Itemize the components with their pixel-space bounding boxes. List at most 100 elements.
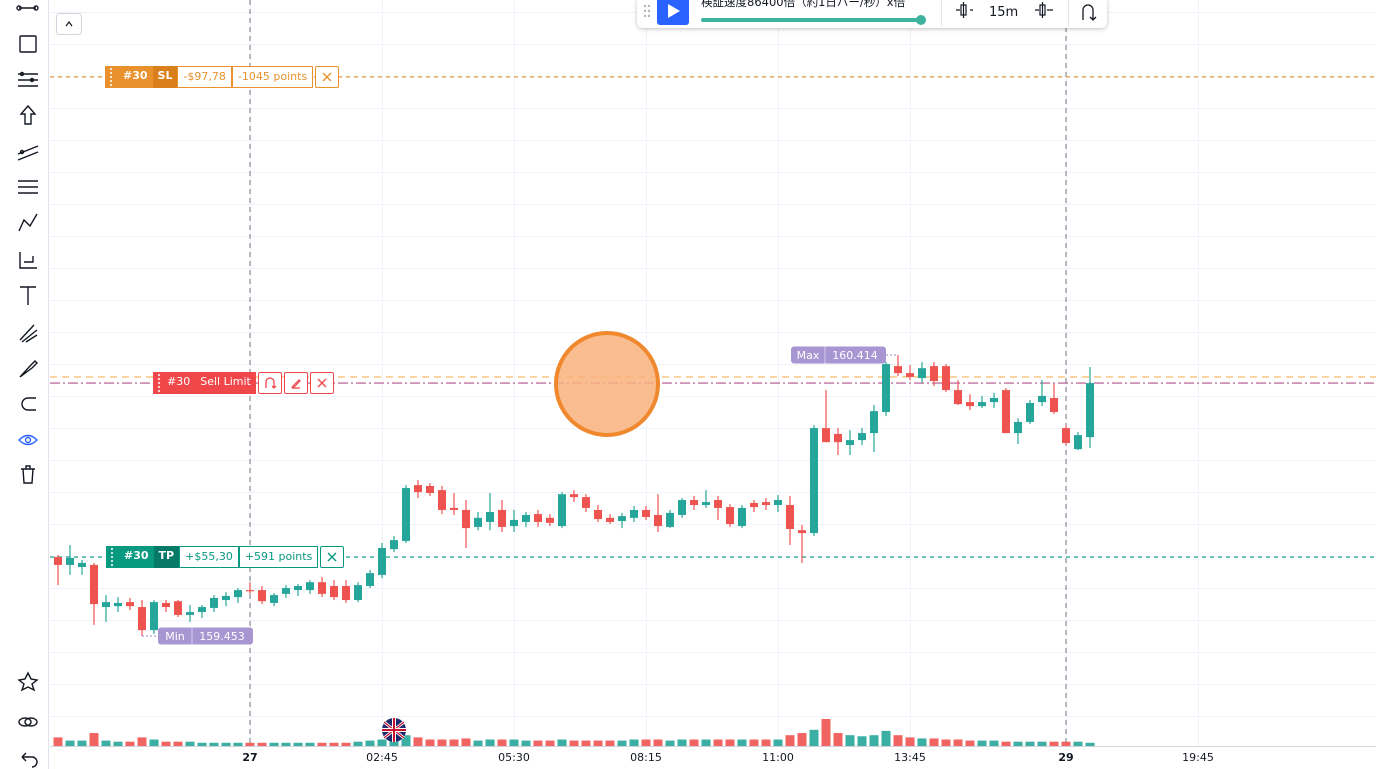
candle-body <box>174 601 182 615</box>
volume-bar <box>353 741 363 746</box>
play-button[interactable] <box>657 0 689 25</box>
volume-bar <box>893 735 903 746</box>
volume-bar <box>269 742 279 746</box>
step-forward-button[interactable] <box>1035 2 1053 18</box>
candle-body <box>678 500 686 515</box>
candle-body <box>654 514 662 527</box>
volume-bar <box>905 737 915 746</box>
replay-player: 検証速度86400倍（約1日バー/秒）x倍 15m <box>637 0 1107 28</box>
volume-bar <box>1037 741 1047 746</box>
volume-bar <box>389 739 399 746</box>
candle-body <box>198 607 206 613</box>
volume-bar <box>161 741 171 746</box>
edit-button[interactable] <box>283 372 308 395</box>
volume-bar <box>689 739 699 746</box>
candle-body <box>798 530 806 534</box>
candle-body <box>330 585 338 598</box>
volume-bar <box>569 740 579 746</box>
candle-body <box>474 517 482 527</box>
pattern-tool[interactable] <box>18 213 38 232</box>
channel-tool[interactable] <box>18 180 38 194</box>
drag-handle[interactable] <box>643 4 651 18</box>
volume-bar <box>845 735 855 746</box>
candle-body <box>426 485 434 494</box>
order-pnl: +$55,30 <box>179 546 239 569</box>
brush-tool[interactable] <box>19 360 38 378</box>
candle-body <box>402 488 410 541</box>
sl-order-label[interactable]: #30 SL -$97,78 -1045 points <box>105 65 340 88</box>
candle-body <box>870 411 878 434</box>
candle-body <box>942 366 950 391</box>
volume-bar <box>677 739 687 746</box>
volume-bar <box>929 738 939 746</box>
close-button[interactable] <box>309 372 334 395</box>
arrow-tool[interactable] <box>19 104 37 125</box>
tp-order-label[interactable]: #30 TP +$55,30 +591 points <box>106 546 345 569</box>
candle-body <box>906 373 914 377</box>
candle-body <box>990 397 998 403</box>
x-tick-label: 11:00 <box>762 751 794 764</box>
order-points: +591 points <box>238 546 319 569</box>
candle-body <box>606 517 614 522</box>
volume-bar <box>881 730 891 746</box>
entry-order-label[interactable]: #30 Sell Limit <box>153 372 334 395</box>
candle-body <box>558 494 566 527</box>
candle-body <box>666 512 674 527</box>
fib-tool[interactable] <box>18 71 38 87</box>
volume-bar <box>365 740 375 746</box>
link-tool[interactable] <box>18 717 38 727</box>
candle-body <box>954 390 962 405</box>
close-button[interactable] <box>320 546 345 569</box>
candle-body <box>1026 402 1034 422</box>
volume-bar <box>437 739 447 746</box>
volume-bar <box>665 740 675 746</box>
volume-bar <box>101 740 111 746</box>
volume-bar <box>485 739 495 746</box>
candle-body <box>378 547 386 575</box>
rect-tool[interactable] <box>19 35 37 53</box>
step-back-button[interactable] <box>956 2 973 18</box>
volume-bar <box>605 740 615 746</box>
order-tag: SL <box>152 65 178 88</box>
candle-body <box>150 602 158 631</box>
candle-body <box>366 573 374 586</box>
order-id: #30 <box>153 372 196 395</box>
candle-body <box>186 612 194 615</box>
timeframe-button[interactable]: 15m <box>989 5 1019 20</box>
volume-bar <box>89 733 99 746</box>
order-id: #30 <box>106 546 154 569</box>
volume-bar <box>773 739 783 746</box>
volume-bar <box>173 741 183 746</box>
event-flag[interactable] <box>382 718 406 742</box>
x-tick-label: 13:45 <box>894 751 926 764</box>
candle-body <box>930 366 938 382</box>
volume-bar <box>1073 741 1083 746</box>
eye-tool[interactable] <box>18 434 38 446</box>
candle-body <box>486 512 494 522</box>
magnet-tool[interactable] <box>21 397 36 411</box>
pitchfork-tool[interactable] <box>17 145 39 161</box>
volume-bar <box>761 739 771 746</box>
order-tag: TP <box>153 546 180 569</box>
reverse-button[interactable] <box>257 372 282 395</box>
candle-body <box>774 500 782 506</box>
brush-group-tool[interactable] <box>19 324 38 343</box>
volume-bar <box>413 737 423 746</box>
volume-bar <box>233 742 243 746</box>
collapse-button[interactable] <box>56 13 82 35</box>
undo-tool[interactable] <box>21 752 38 768</box>
text-tool[interactable] <box>20 286 36 305</box>
trash-tool[interactable] <box>21 465 35 484</box>
jump-button[interactable] <box>1082 4 1097 21</box>
measure-tool[interactable] <box>19 252 37 269</box>
favorites-tool[interactable] <box>17 671 39 692</box>
line-tool[interactable] <box>16 5 39 11</box>
candle-body <box>810 428 818 534</box>
speed-slider[interactable] <box>701 15 926 25</box>
volume-bar <box>509 739 519 746</box>
candle-body <box>354 585 362 601</box>
x-tick-label: 27 <box>242 751 257 764</box>
close-button[interactable] <box>315 65 340 88</box>
volume-bar <box>941 739 951 746</box>
volume-bar <box>869 735 879 746</box>
